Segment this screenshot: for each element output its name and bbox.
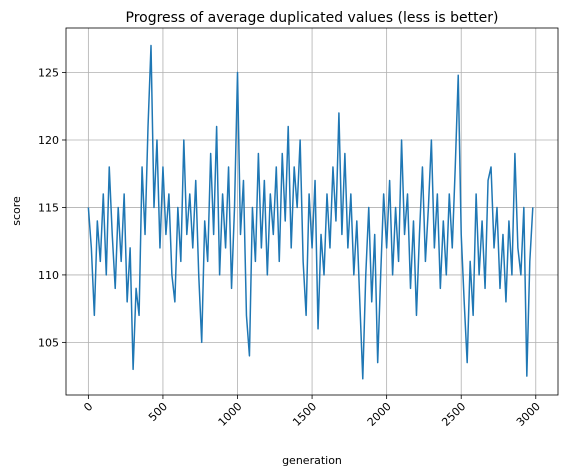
y-axis-label: score (10, 196, 23, 226)
y-tick-label: 125 (38, 67, 59, 80)
y-tick-label: 115 (38, 201, 59, 214)
y-tick-label: 110 (38, 269, 59, 282)
x-axis-label: generation (282, 454, 342, 467)
x-tick-label: 1500 (290, 400, 319, 429)
plot-frame (65, 27, 559, 396)
x-tick-label: 2500 (439, 400, 468, 429)
chart-title: Progress of average duplicated values (l… (126, 10, 499, 26)
y-tick-label: 120 (38, 134, 59, 147)
x-tick-label: 500 (146, 400, 170, 424)
data-line (87, 44, 534, 380)
x-tick-label: 1000 (216, 400, 245, 429)
x-tick-label: 3000 (514, 400, 543, 429)
x-tick-label: 0 (81, 400, 95, 414)
x-tick-label: 2000 (365, 400, 394, 429)
y-tick-label: 105 (38, 336, 59, 349)
